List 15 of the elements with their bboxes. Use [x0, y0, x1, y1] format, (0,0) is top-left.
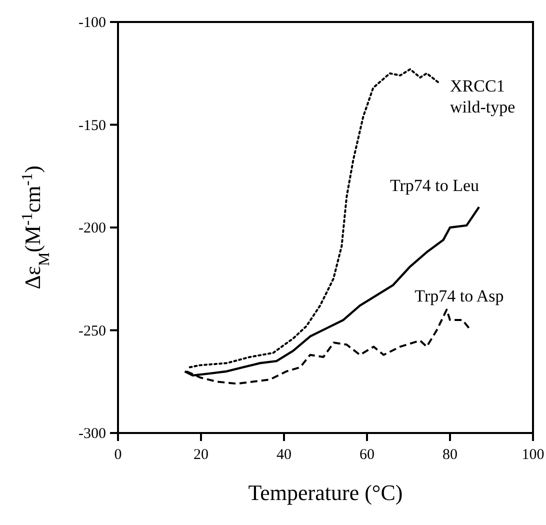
x-tick-label: 60 [360, 447, 374, 463]
series-label: Trp74 to Asp [414, 286, 504, 306]
y-tick-label: -200 [78, 220, 106, 236]
x-axis-title: Temperature (°C) [248, 480, 403, 505]
series-label: XRCC1 wild-type [450, 76, 516, 117]
x-tick-label: 40 [276, 447, 292, 463]
series-label: Trp74 to Leu [390, 176, 480, 195]
x-tick-label: 100 [522, 447, 544, 463]
x-tick-label: 80 [442, 447, 458, 463]
y-tick-label: -100 [78, 15, 106, 31]
y-tick-label: -250 [78, 323, 106, 340]
y-tick-label: -300 [78, 426, 106, 442]
x-tick-label: 0 [114, 447, 122, 463]
y-tick-label: -150 [78, 118, 106, 134]
x-tick-label: 20 [194, 447, 208, 463]
